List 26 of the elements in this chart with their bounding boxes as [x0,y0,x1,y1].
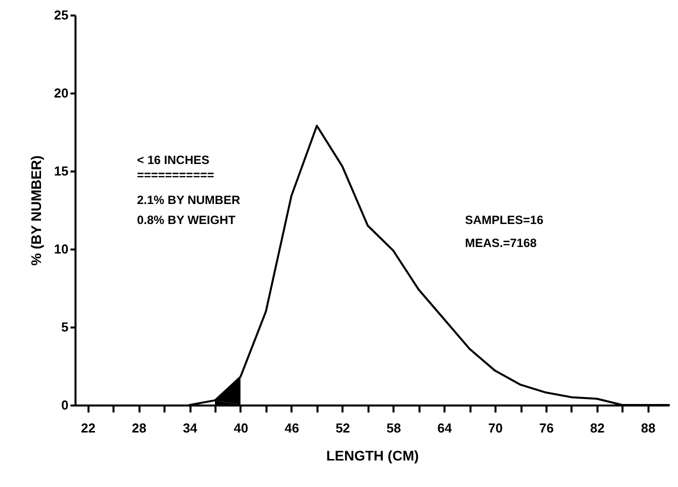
annotation: =========== [137,168,214,182]
annotation: SAMPLES=16 [465,213,544,227]
x-tick-label: 22 [80,420,96,436]
x-axis-title: LENGTH (CM) [326,448,419,464]
annotation: 2.1% BY NUMBER [137,193,240,207]
x-tick-label: 64 [437,420,453,436]
x-tick-label: 88 [641,420,656,436]
y-axis-title: % (BY NUMBER) [28,155,44,266]
y-tick-label: 0 [61,398,68,412]
x-tick-label: 40 [234,420,248,436]
annotation: 0.8% BY WEIGHT [137,213,236,227]
x-tick-label: 76 [539,420,554,436]
x-tick-label: 28 [132,420,146,436]
annotation: MEAS.=7168 [465,236,538,250]
x-tick-label: 82 [590,420,605,436]
x-tick-label: 70 [488,420,503,436]
y-tick-label: 10 [54,242,68,256]
x-tick-label: 34 [182,420,198,436]
annotation: < 16 INCHES [137,153,210,167]
y-tick-label: 5 [61,320,68,334]
x-tick-label: 52 [336,420,350,436]
x-tick-label: 46 [284,420,300,436]
y-tick-label: 25 [54,8,68,22]
y-tick-label: 20 [54,86,68,100]
y-tick-label: 15 [54,164,68,178]
x-tick-label: 58 [386,420,401,436]
